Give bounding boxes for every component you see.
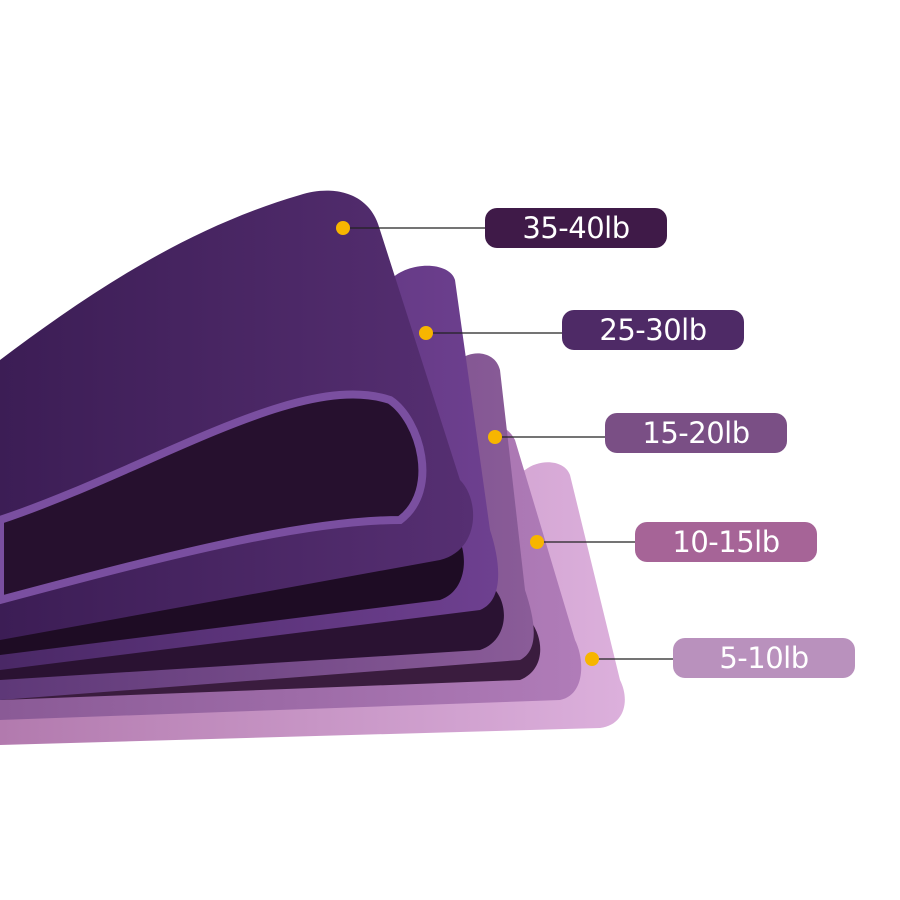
resistance-label-5-10lb: 5-10lb <box>673 638 855 678</box>
marker-dot <box>585 652 599 666</box>
resistance-label-15-20lb: 15-20lb <box>605 413 787 453</box>
resistance-label-10-15lb: 10-15lb <box>635 522 817 562</box>
marker-dot <box>419 326 433 340</box>
marker-dot <box>530 535 544 549</box>
resistance-label-35-40lb: 35-40lb <box>485 208 667 248</box>
marker-dot <box>336 221 350 235</box>
resistance-label-25-30lb: 25-30lb <box>562 310 744 350</box>
band-35-40lb-inner <box>0 390 427 605</box>
marker-dot <box>488 430 502 444</box>
